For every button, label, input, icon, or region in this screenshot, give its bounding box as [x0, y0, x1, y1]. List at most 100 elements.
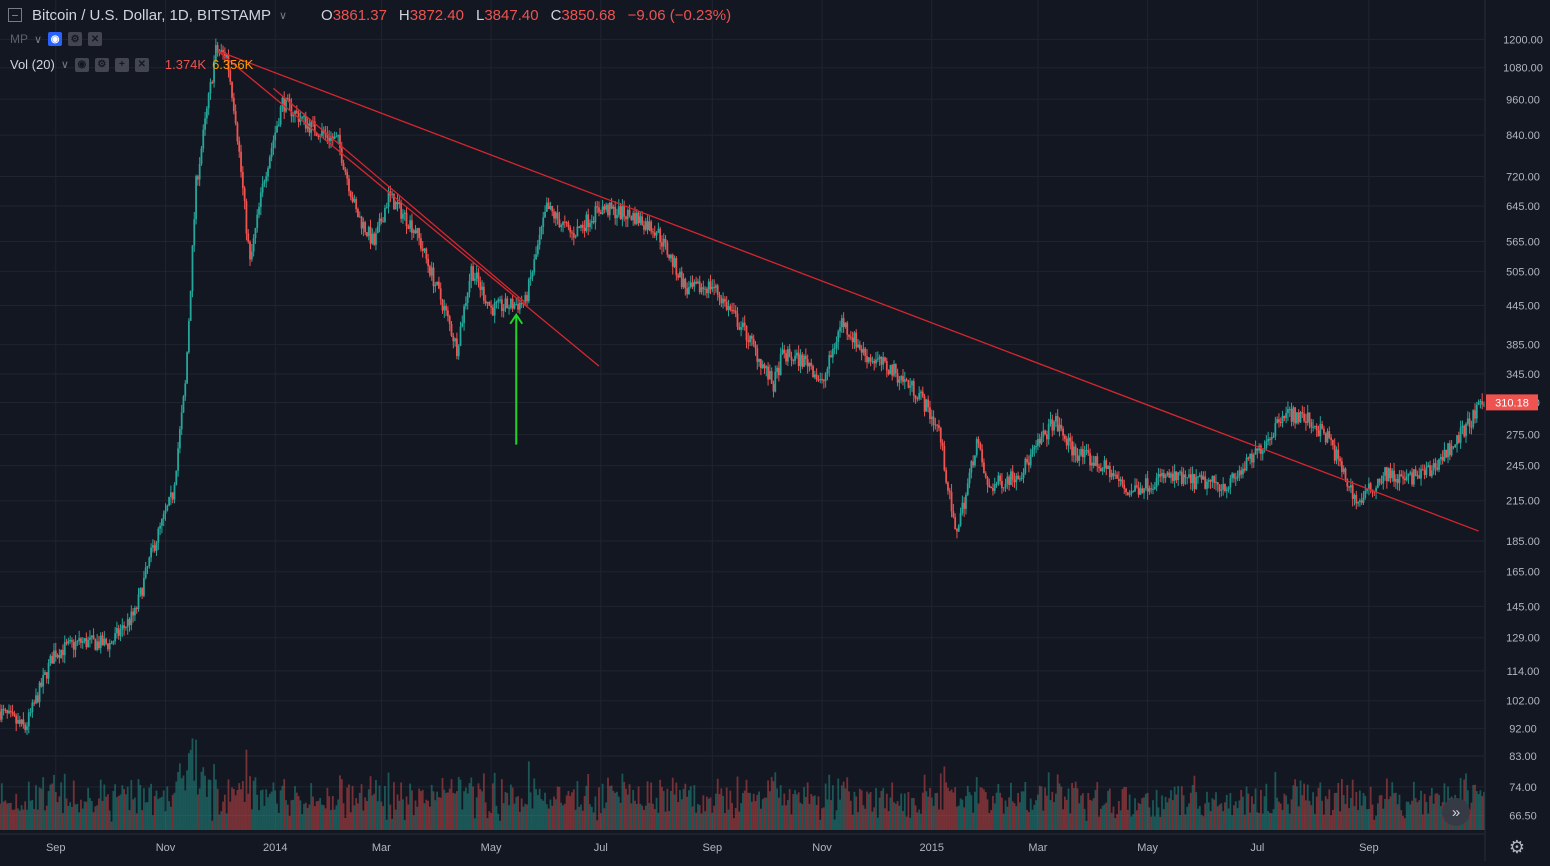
- candle-body: [912, 381, 915, 396]
- volume-bar: [362, 810, 365, 830]
- volume-bar: [706, 796, 708, 830]
- eye-icon[interactable]: ◉: [48, 32, 63, 46]
- volume-bar: [216, 788, 219, 830]
- volume-bar: [1301, 795, 1304, 830]
- candle-body: [679, 271, 681, 278]
- candle-body: [1409, 472, 1412, 474]
- volume-bar: [520, 798, 523, 830]
- volume-bar: [205, 796, 208, 830]
- candle-body: [87, 639, 90, 648]
- volume-bar: [234, 795, 237, 830]
- collapse-icon[interactable]: [8, 8, 22, 22]
- volume-bar: [936, 792, 939, 830]
- volume-bar: [695, 812, 698, 830]
- volume-bar: [1029, 798, 1032, 830]
- volume-bar: [650, 782, 653, 830]
- candle-body: [186, 352, 188, 384]
- candle-body: [204, 118, 206, 130]
- time-axis[interactable]: Sep Nov 2014 Mar May Jul Sep Nov 2015 Mar May Jul Se…: [0, 833, 1484, 854]
- volume-bar: [1008, 797, 1011, 830]
- candle-body: [1123, 484, 1126, 489]
- candle-body: [1290, 409, 1293, 422]
- volume-bar: [700, 813, 703, 830]
- volume-bar: [979, 787, 982, 830]
- volume-bar: [466, 793, 469, 830]
- candle-body: [1456, 435, 1458, 445]
- candle-body: [491, 307, 494, 316]
- volume-bar: [1170, 790, 1172, 830]
- chevron-down-icon[interactable]: ∨: [278, 9, 288, 22]
- volume-bar: [1285, 795, 1288, 830]
- mp-label[interactable]: MP: [10, 32, 28, 46]
- candle-body: [905, 379, 908, 381]
- volume-value: 1.374K: [164, 57, 207, 72]
- symbol-title[interactable]: Bitcoin / U.S. Dollar, 1D, BITSTAMP: [32, 6, 271, 24]
- candle-body: [1317, 430, 1320, 437]
- eye-icon[interactable]: ◉: [74, 57, 89, 72]
- settings-icon[interactable]: ⚙: [94, 57, 109, 72]
- volume-bar: [526, 804, 528, 830]
- volume-bar: [353, 805, 356, 830]
- volume-bar: [1040, 786, 1043, 830]
- volume-bar: [420, 791, 422, 830]
- candle-body: [429, 266, 431, 276]
- volume-bar: [1267, 811, 1270, 830]
- volume-bar: [774, 772, 777, 830]
- volume-bar: [612, 790, 615, 830]
- volume-label[interactable]: Vol (20): [10, 57, 55, 72]
- chevron-down-icon[interactable]: ∨: [60, 59, 69, 71]
- volume-bar: [709, 797, 712, 830]
- close-icon[interactable]: ✕: [88, 32, 103, 46]
- gear-icon[interactable]: ⚙: [1508, 836, 1526, 857]
- settings-icon[interactable]: ⚙: [68, 32, 83, 46]
- volume-bar: [1270, 813, 1273, 830]
- candle-body: [797, 352, 800, 367]
- volume-bar: [1483, 792, 1485, 830]
- close-icon[interactable]: ✕: [134, 57, 149, 72]
- volume-bar: [993, 803, 996, 830]
- price-tick-label: 92.00: [1509, 723, 1537, 735]
- volume-bar: [954, 787, 957, 830]
- volume-bar: [828, 774, 831, 830]
- volume-bar: [763, 797, 766, 830]
- volume-bar: [322, 805, 325, 830]
- volume-bar: [1369, 786, 1372, 830]
- candle-body: [1468, 418, 1471, 427]
- volume-bar: [876, 817, 879, 830]
- scroll-right-icon[interactable]: »: [1442, 798, 1470, 826]
- candle-body: [236, 123, 239, 142]
- volume-bar: [211, 820, 214, 830]
- plus-icon[interactable]: +: [114, 57, 129, 72]
- chevron-down-icon[interactable]: ∨: [34, 33, 43, 46]
- candle-body: [761, 364, 764, 369]
- candle-body: [148, 557, 151, 566]
- volume-bar: [634, 800, 636, 830]
- candle-body: [263, 181, 266, 184]
- candle-body: [1110, 473, 1113, 478]
- candle-body: [0, 709, 3, 720]
- candle-body: [1083, 450, 1086, 458]
- price-axis[interactable]: 1200.001080.00960.00840.00720.00645.0056…: [1484, 0, 1543, 861]
- candle-body: [786, 349, 789, 362]
- candle-body: [740, 327, 743, 330]
- volume-bar: [1357, 809, 1359, 830]
- candle-body: [1319, 423, 1322, 437]
- candle-body: [0, 711, 1, 720]
- price-tick-label: 720.00: [1506, 171, 1540, 183]
- volume-bar: [956, 806, 958, 830]
- volume-bar: [1233, 805, 1235, 830]
- volume-bar: [846, 777, 849, 830]
- candle-body: [997, 475, 1000, 484]
- volume-bar: [839, 799, 841, 830]
- volume-bar: [1197, 808, 1199, 830]
- candle-body: [1170, 473, 1172, 478]
- candle-body: [439, 288, 442, 300]
- candle-body: [1155, 477, 1158, 487]
- volume-bar: [0, 803, 1, 830]
- volume-bar: [1276, 797, 1279, 830]
- candle-body: [1033, 446, 1036, 450]
- volume-bar: [822, 807, 825, 830]
- volume-bar: [590, 806, 593, 830]
